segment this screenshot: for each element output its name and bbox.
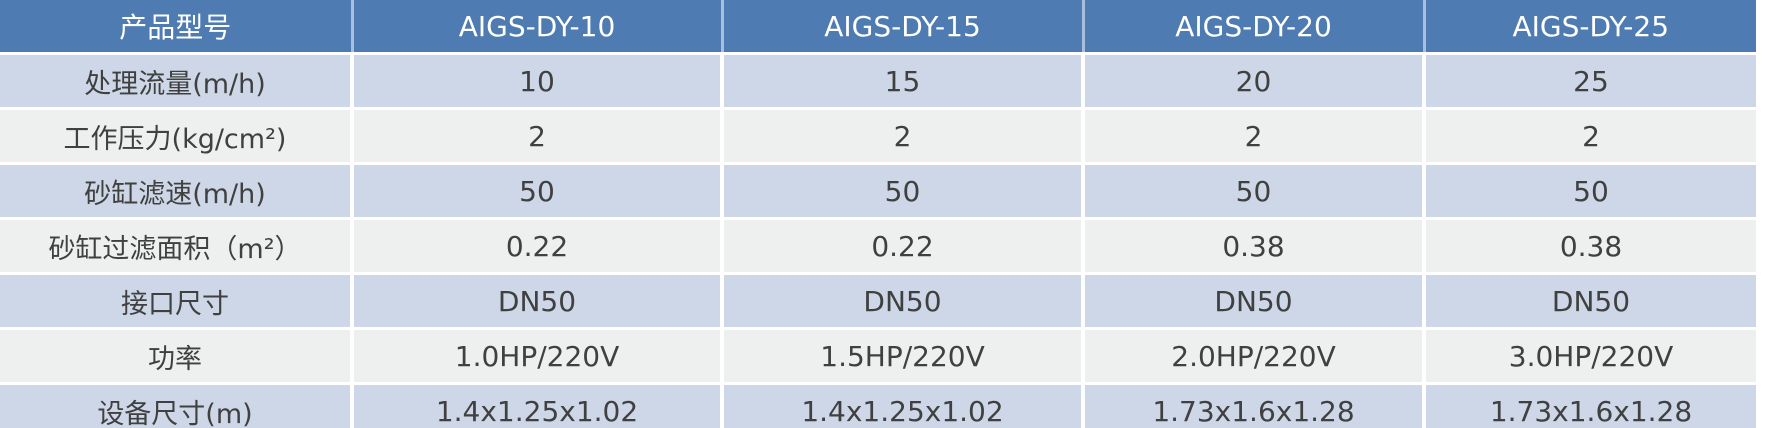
cell-value: 50 (1083, 163, 1426, 220)
header-product-model: 产品型号 (0, 0, 354, 55)
cell-value: 2.0HP/220V (1083, 328, 1426, 385)
row-label: 处理流量(m/h) (0, 53, 354, 110)
row-label: 功率 (0, 328, 354, 385)
cell-value: 50 (352, 163, 724, 220)
cell-value: 50 (722, 163, 1085, 220)
cell-value: 2 (1424, 108, 1756, 165)
cell-value: 1.4x1.25x1.02 (352, 383, 724, 428)
cell-value: 1.4x1.25x1.02 (722, 383, 1085, 428)
column-header-model-3: AIGS-DY-20 (1083, 0, 1426, 55)
cell-value: 15 (722, 53, 1085, 110)
table-row-working-pressure: 工作压力(kg/cm²) 2 2 2 2 (0, 108, 1756, 165)
cell-value: 1.0HP/220V (352, 328, 724, 385)
cell-value: 25 (1424, 53, 1756, 110)
cell-value: 50 (1424, 163, 1756, 220)
cell-value: 20 (1083, 53, 1426, 110)
cell-value: 3.0HP/220V (1424, 328, 1756, 385)
table-row-filter-speed: 砂缸滤速(m/h) 50 50 50 50 (0, 163, 1756, 220)
table-row-interface-size: 接口尺寸 DN50 DN50 DN50 DN50 (0, 273, 1756, 330)
column-header-model-1: AIGS-DY-10 (352, 0, 724, 55)
table-row-flow-rate: 处理流量(m/h) 10 15 20 25 (0, 53, 1756, 110)
table-row-power: 功率 1.0HP/220V 1.5HP/220V 2.0HP/220V 3.0H… (0, 328, 1756, 385)
row-label: 设备尺寸(m) (0, 383, 354, 428)
cell-value: 1.73x1.6x1.28 (1083, 383, 1426, 428)
table-row-filter-area: 砂缸过滤面积（m²） 0.22 0.22 0.38 0.38 (0, 218, 1756, 275)
cell-value: 0.38 (1424, 218, 1756, 275)
row-label: 工作压力(kg/cm²) (0, 108, 354, 165)
row-label: 砂缸过滤面积（m²） (0, 218, 354, 275)
header-row: 产品型号 AIGS-DY-10 AIGS-DY-15 AIGS-DY-20 AI… (0, 0, 1756, 55)
cell-value: DN50 (1083, 273, 1426, 330)
table-row-equipment-size: 设备尺寸(m) 1.4x1.25x1.02 1.4x1.25x1.02 1.73… (0, 383, 1756, 428)
row-label: 接口尺寸 (0, 273, 354, 330)
cell-value: 0.38 (1083, 218, 1426, 275)
cell-value: 0.22 (722, 218, 1085, 275)
cell-value: 2 (352, 108, 724, 165)
cell-value: 2 (1083, 108, 1426, 165)
cell-value: 1.5HP/220V (722, 328, 1085, 385)
row-label: 砂缸滤速(m/h) (0, 163, 354, 220)
cell-value: DN50 (1424, 273, 1756, 330)
column-header-model-2: AIGS-DY-15 (722, 0, 1085, 55)
cell-value: 2 (722, 108, 1085, 165)
cell-value: 10 (352, 53, 724, 110)
cell-value: DN50 (722, 273, 1085, 330)
cell-value: DN50 (352, 273, 724, 330)
column-header-model-4: AIGS-DY-25 (1424, 0, 1756, 55)
cell-value: 1.73x1.6x1.28 (1424, 383, 1756, 428)
cell-value: 0.22 (352, 218, 724, 275)
